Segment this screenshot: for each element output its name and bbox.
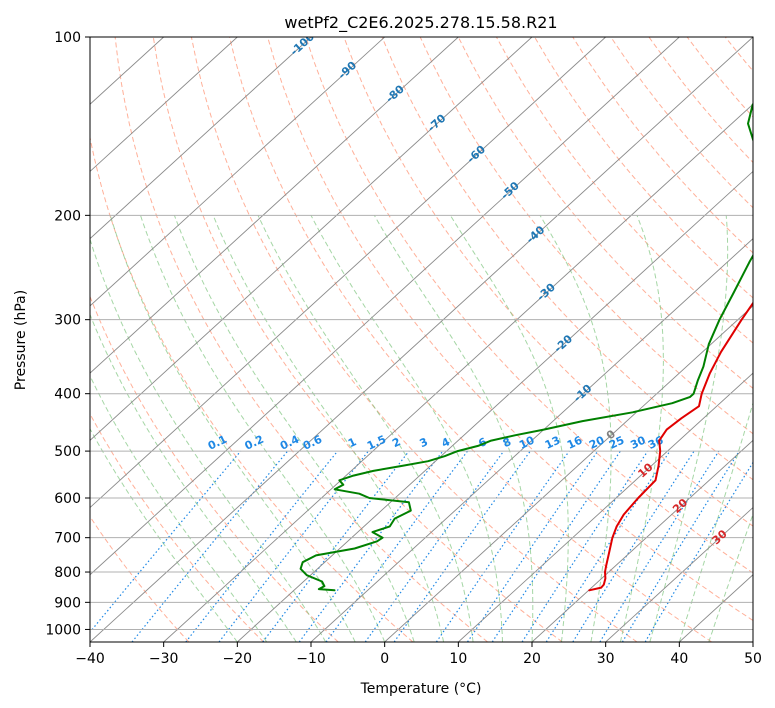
- pressure-gridlines: [90, 37, 753, 630]
- mixing-ratio-line: [298, 450, 444, 642]
- mixing-ratio-label: 13: [543, 434, 562, 452]
- isotherm: [90, 37, 459, 374]
- moist-adiabats: [90, 215, 753, 642]
- isotherm: [90, 37, 680, 576]
- mixing-ratio-line: [572, 450, 695, 642]
- y-tick-label: 600: [54, 491, 81, 507]
- dry-adiabat: [343, 37, 753, 527]
- mixing-ratio-line: [185, 450, 339, 642]
- mixing-ratio-label: 10: [517, 433, 537, 451]
- y-tick-label: 200: [54, 208, 81, 224]
- moist-adiabat: [539, 215, 612, 642]
- moist-adiabat: [212, 215, 445, 642]
- moist-adiabat: [310, 215, 503, 642]
- isotherm: [531, 439, 753, 642]
- moist-adiabat: [678, 401, 753, 642]
- dry-adiabat: [114, 37, 488, 642]
- x-tick-label: 0: [380, 651, 389, 667]
- moist-adiabat: [90, 313, 297, 642]
- mixing-ratio-line: [491, 450, 621, 642]
- y-axis-title: Pressure (hPa): [13, 290, 29, 390]
- mixing-ratio-lines: [90, 450, 753, 642]
- isotherm: [90, 37, 753, 642]
- moist-adiabat: [619, 215, 664, 642]
- dry-adiabat: [495, 37, 753, 344]
- moist-adiabat: [173, 215, 415, 642]
- y-tick-label: 1000: [45, 622, 81, 638]
- x-tick-label: 40: [670, 651, 688, 667]
- isotherm: [458, 372, 753, 642]
- y-tick-label: 800: [54, 565, 81, 581]
- x-tick-label: −40: [75, 651, 105, 667]
- x-tick-label: 30: [597, 651, 615, 667]
- isotherm: [237, 170, 753, 642]
- isotherm: [90, 37, 238, 173]
- isotherm: [90, 37, 533, 441]
- dry-adiabat: [457, 37, 753, 389]
- profile-lines: [299, 102, 753, 592]
- mixing-ratio-line: [521, 450, 649, 642]
- moist-adiabat: [90, 237, 327, 642]
- mixing-ratio-line: [90, 450, 242, 633]
- mixing-ratio-label: 25: [607, 434, 626, 452]
- dry-adiabat: [534, 37, 753, 299]
- y-tick-label: 900: [54, 595, 81, 611]
- moist-adiabat: [109, 215, 356, 642]
- y-tick-label: 500: [54, 444, 81, 460]
- mixing-ratio-line: [621, 450, 740, 642]
- dry-adiabat: [419, 37, 753, 435]
- dry-adiabats: [90, 37, 753, 642]
- y-axis-ticks: 100 200 300 400 500 600 700 800 900 1000: [45, 30, 90, 638]
- y-tick-label: 400: [54, 387, 81, 403]
- mixing-ratio-line: [435, 450, 570, 642]
- isotherm: [310, 238, 753, 642]
- mixing-ratio-line: [466, 450, 599, 642]
- isotherm-label: 40: [749, 558, 769, 578]
- dry-adiabat: [190, 37, 638, 642]
- y-tick-label: 300: [54, 313, 81, 329]
- x-tick-label: 50: [744, 651, 762, 667]
- dry-adiabat: [381, 37, 753, 481]
- y-tick-label: 100: [54, 30, 81, 46]
- chart-title: wetPf2_C2E6.2025.278.15.58.R21: [284, 13, 557, 33]
- mixing-ratio-line: [325, 450, 468, 642]
- mixing-ratio-label: 20: [587, 433, 607, 451]
- isotherm: [90, 37, 606, 509]
- mixing-ratio-label: 16: [565, 433, 585, 451]
- isotherm: [90, 37, 312, 240]
- mixing-ratio-line: [545, 450, 671, 642]
- x-tick-label: −10: [296, 651, 326, 667]
- temperature-profile: [588, 301, 753, 592]
- x-axis-title: Temperature (°C): [360, 681, 482, 697]
- x-tick-label: −30: [149, 651, 179, 667]
- isotherm: [90, 37, 385, 307]
- dewpoint-profile: [299, 102, 753, 592]
- mixing-ratio-line: [131, 450, 289, 642]
- dry-adiabat: [267, 37, 753, 622]
- dry-adiabat: [305, 37, 753, 574]
- x-tick-label: −20: [223, 651, 253, 667]
- isotherms: [90, 37, 753, 642]
- mixing-ratio-line: [364, 450, 505, 642]
- moist-adiabat: [257, 215, 474, 642]
- mixing-ratio-line: [262, 450, 410, 642]
- mixing-ratio-label: 30: [628, 433, 648, 451]
- x-axis-ticks: −40 −30 −20 −10 0 10 20 30 40 50: [75, 642, 762, 667]
- moist-adiabat: [140, 215, 386, 642]
- dry-adiabat: [229, 37, 712, 642]
- y-tick-label: 700: [54, 531, 81, 547]
- isotherm: [163, 103, 753, 642]
- plot-frame: [89, 36, 754, 643]
- dry-adiabat: [90, 412, 264, 642]
- moist-adiabat: [649, 215, 729, 642]
- x-tick-label: 20: [523, 651, 541, 667]
- isotherm: [384, 305, 753, 642]
- x-tick-label: 10: [449, 651, 467, 667]
- dry-adiabat: [152, 37, 563, 642]
- isotherm: [605, 506, 753, 642]
